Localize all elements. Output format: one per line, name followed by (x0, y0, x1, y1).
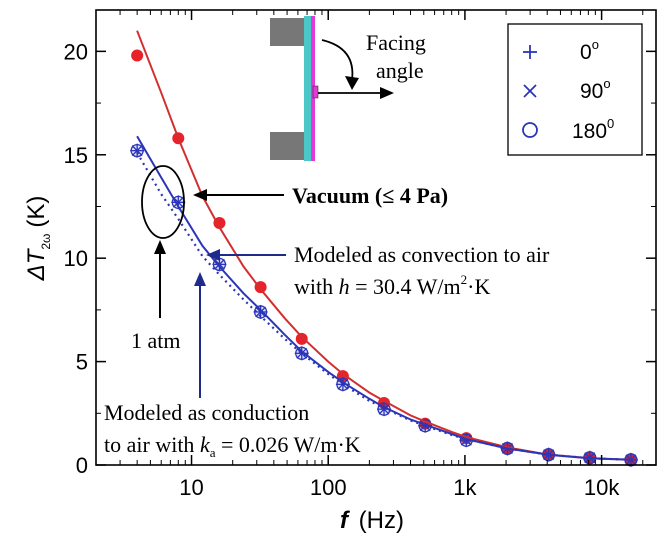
y-tick-label-4: 20 (64, 39, 88, 64)
legend-label-0: 0 (580, 41, 592, 64)
legend-cross-marker (523, 84, 537, 98)
conduction-k: k (200, 432, 211, 457)
point-cross-b (213, 258, 225, 270)
conduction-value: = 0.026 W/m·K (215, 432, 360, 457)
inset-heater (312, 85, 319, 99)
plot-frame (95, 9, 657, 466)
inset-angle-arc (321, 39, 354, 81)
convection-tail: ·K (467, 274, 490, 299)
conduction-prefix: to air with (104, 432, 200, 457)
x-tick-label-3: 10k (584, 475, 620, 500)
x-tick-label-1: 100 (310, 475, 347, 500)
convection-h: h (339, 274, 350, 299)
convection-value: = 30.4 W/m (350, 274, 461, 299)
legend-sup-0: o (592, 37, 599, 52)
y-axis-label: ΔT2ω (K) (23, 196, 53, 282)
x-tick-label-0: 10 (179, 475, 203, 500)
legend-entry-plus: 0o (523, 37, 599, 64)
series-1-point-12 (623, 452, 638, 467)
x-axis-var: f (340, 507, 350, 534)
conduction-sub: a (210, 445, 216, 460)
convection-prefix: with (294, 274, 339, 299)
atm-arrowhead (154, 240, 166, 254)
atm-ellipse (141, 165, 185, 239)
series-4-line (136, 152, 631, 461)
y-tick-label-0: 0 (76, 453, 88, 478)
convection-text-line-1: Modeled as convection to air (294, 242, 550, 267)
y-axis-unit: (K) (23, 196, 50, 228)
facing-angle-line-2: angle (376, 58, 424, 83)
convection-arrowhead (206, 249, 220, 261)
point-cross-b (131, 145, 143, 157)
facing-angle-inset: Facing angle (270, 16, 426, 161)
svg-text:0o: 0o (580, 37, 599, 64)
legend-label-1: 90 (580, 80, 603, 103)
point-cross-b (296, 347, 308, 359)
convection-sup: 2 (461, 272, 468, 287)
inset-block-bottom (270, 132, 304, 160)
legend-circle-marker (522, 122, 538, 138)
conduction-text-line-1: Modeled as conduction (104, 400, 309, 425)
x-axis-unit: (Hz) (359, 507, 404, 534)
annotations: 1 atm Vacuum (≤ 4 Pa) Modeled as convect… (104, 165, 550, 460)
atm-label: 1 atm (131, 328, 181, 353)
conduction-text-line-2: to air with ka = 0.026 W/m·K (104, 432, 361, 460)
convection-text-line-2: with h = 30.4 W/m2·K (294, 272, 490, 299)
series-1-point-0 (130, 143, 145, 158)
series-3-line (136, 135, 631, 461)
y-axis-sub: 2ω (39, 234, 53, 250)
svg-text:90o: 90o (580, 76, 611, 103)
series-0-point-4 (295, 332, 308, 345)
svg-text:1800: 1800 (572, 116, 614, 143)
inset-angle-arrowhead (345, 76, 359, 90)
vacuum-arrowhead (193, 189, 207, 201)
series-layer (130, 30, 638, 467)
legend-entry-cross: 90o (523, 76, 611, 103)
inset-substrate (304, 16, 311, 161)
legend: 0o 90o 1800 (507, 23, 643, 156)
x-tick-label-2: 1k (453, 475, 477, 500)
x-axis-label: f (Hz) (340, 507, 404, 534)
legend-entry-circle: 1800 (522, 116, 614, 143)
point-cross-b (172, 196, 184, 208)
point-cross-b (460, 434, 472, 446)
legend-sup-1: o (603, 76, 610, 91)
legend-plus-marker (523, 45, 537, 59)
y-axis-prefix: ΔT (23, 247, 50, 281)
vacuum-label: Vacuum (≤ 4 Pa) (292, 183, 448, 208)
legend-label-2: 180 (572, 120, 607, 143)
series-2-line (136, 30, 631, 461)
inset-normal-arrowhead (380, 87, 394, 99)
inset-block-top (270, 18, 304, 46)
point-cross-b (625, 454, 637, 466)
series-0-point-0 (131, 49, 144, 62)
y-tick-label-2: 10 (64, 246, 88, 271)
conduction-arrowhead (194, 272, 206, 286)
facing-angle-line-1: Facing (366, 30, 426, 55)
y-tick-label-1: 5 (76, 350, 88, 375)
y-tick-label-3: 15 (64, 143, 88, 168)
point-cross-b (255, 306, 267, 318)
legend-sup-2: 0 (607, 116, 614, 131)
series-1-point-4 (294, 346, 309, 361)
